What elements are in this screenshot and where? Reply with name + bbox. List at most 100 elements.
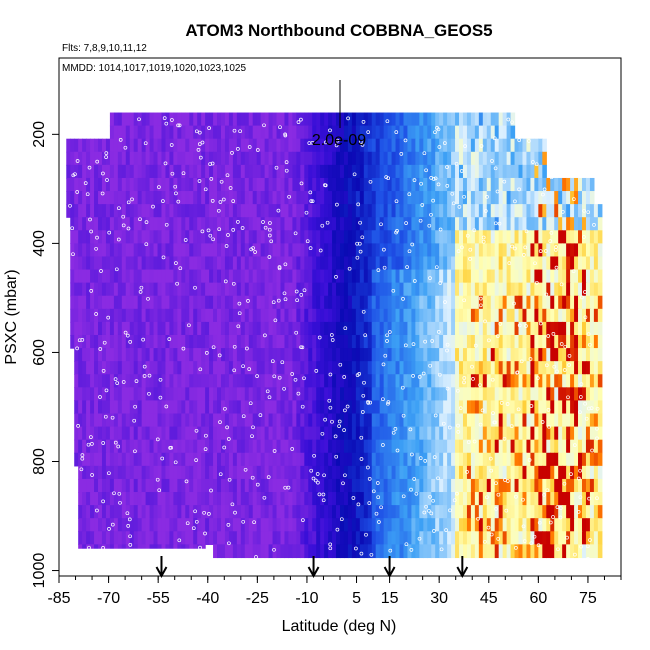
- sample-point: [161, 255, 166, 260]
- heatmap-cell: [447, 348, 452, 362]
- heatmap-cell: [443, 544, 448, 559]
- heatmap-cell: [530, 217, 535, 231]
- sample-point: [157, 488, 162, 493]
- heatmap-cell: [240, 426, 246, 441]
- heatmap-cell: [411, 308, 416, 323]
- heatmap-cell: [451, 374, 456, 388]
- heatmap-cell: [141, 531, 147, 545]
- sample-point: [359, 435, 364, 440]
- sample-point: [313, 478, 318, 483]
- heatmap-cell: [296, 478, 301, 493]
- heatmap-cell: [459, 348, 464, 362]
- heatmap-cell: [451, 334, 456, 349]
- heatmap-cell: [459, 334, 464, 349]
- heatmap-cell: [423, 544, 428, 559]
- heatmap-cell: [423, 492, 428, 506]
- heatmap-cell: [105, 191, 111, 205]
- heatmap-cell: [566, 334, 571, 349]
- heatmap-cell: [367, 374, 373, 388]
- heatmap-cell: [78, 387, 83, 402]
- sample-point: [226, 437, 231, 441]
- sample-point: [283, 133, 288, 138]
- heatmap-cell: [248, 374, 254, 388]
- sample-point: [554, 265, 559, 270]
- heatmap-cell: [387, 374, 393, 388]
- heatmap-cell: [324, 544, 329, 559]
- heatmap-cell: [272, 164, 278, 179]
- heatmap-cell: [98, 518, 103, 532]
- heatmap-cell: [470, 243, 476, 258]
- heatmap-cell: [312, 151, 317, 166]
- heatmap-cell: [332, 164, 337, 179]
- heatmap-cell: [510, 348, 516, 362]
- sample-point: [374, 511, 379, 516]
- sample-point: [247, 145, 252, 149]
- heatmap-cell: [236, 374, 242, 388]
- heatmap-cell: [320, 321, 325, 336]
- sample-point: [70, 226, 75, 231]
- heatmap-cell: [407, 204, 413, 218]
- heatmap-cell: [522, 177, 528, 192]
- heatmap-cell: [121, 230, 127, 244]
- heatmap-cell: [411, 164, 416, 179]
- heatmap-cell: [197, 400, 202, 415]
- heatmap-cell: [181, 138, 186, 153]
- heatmap-cell: [455, 348, 460, 362]
- heatmap-cell: [574, 413, 579, 428]
- sample-point: [206, 228, 211, 233]
- heatmap-cell: [98, 387, 103, 402]
- heatmap-cell: [153, 138, 159, 153]
- heatmap-cell: [451, 269, 456, 284]
- heatmap-cell: [387, 151, 393, 166]
- heatmap-cell: [284, 492, 290, 506]
- heatmap-cell: [256, 308, 262, 323]
- heatmap-cell: [486, 191, 492, 205]
- heatmap-cell: [490, 256, 496, 271]
- heatmap-cell: [498, 387, 504, 402]
- heatmap-cell: [443, 334, 448, 349]
- heatmap-cell: [236, 112, 242, 127]
- sample-point: [437, 145, 442, 149]
- sample-point: [207, 512, 211, 516]
- heatmap-cell: [98, 295, 103, 310]
- sample-point: [80, 456, 85, 461]
- heatmap-cell: [173, 505, 178, 519]
- heatmap-cell: [133, 282, 139, 297]
- heatmap-cell: [109, 492, 115, 506]
- heatmap-cell: [324, 282, 329, 297]
- heatmap-cell: [236, 439, 242, 454]
- heatmap-cell: [90, 531, 95, 545]
- heatmap-cell: [415, 452, 420, 467]
- heatmap-cell: [296, 230, 301, 244]
- sample-point: [99, 269, 103, 273]
- heatmap-cell: [105, 334, 111, 349]
- sample-point: [559, 282, 564, 287]
- heatmap-cell: [173, 374, 178, 388]
- heatmap-cell: [157, 243, 163, 258]
- heatmap-cell: [486, 138, 492, 153]
- heatmap-cell: [486, 282, 492, 297]
- heatmap-cell: [193, 531, 198, 545]
- heatmap-cell: [94, 518, 99, 532]
- heatmap-cell: [546, 217, 551, 231]
- sample-point: [366, 130, 371, 134]
- heatmap-cell: [181, 478, 186, 493]
- heatmap-cell: [209, 256, 214, 271]
- heatmap-cell: [336, 426, 341, 441]
- heatmap-cell: [113, 452, 119, 467]
- heatmap-cell: [367, 544, 373, 559]
- heatmap-cell: [359, 452, 365, 467]
- sample-point: [411, 374, 415, 378]
- heatmap-cell: [355, 191, 361, 205]
- sample-point: [401, 494, 406, 499]
- heatmap-cell: [90, 348, 95, 362]
- heatmap-cell: [514, 505, 520, 519]
- heatmap-cell: [451, 125, 456, 140]
- heatmap-cell: [506, 505, 512, 519]
- heatmap-cell: [117, 204, 123, 218]
- heatmap-cell: [439, 230, 444, 244]
- heatmap-cell: [482, 426, 488, 441]
- heatmap-cell: [340, 452, 345, 467]
- heatmap-cell: [312, 125, 317, 140]
- heatmap-cell: [459, 269, 464, 284]
